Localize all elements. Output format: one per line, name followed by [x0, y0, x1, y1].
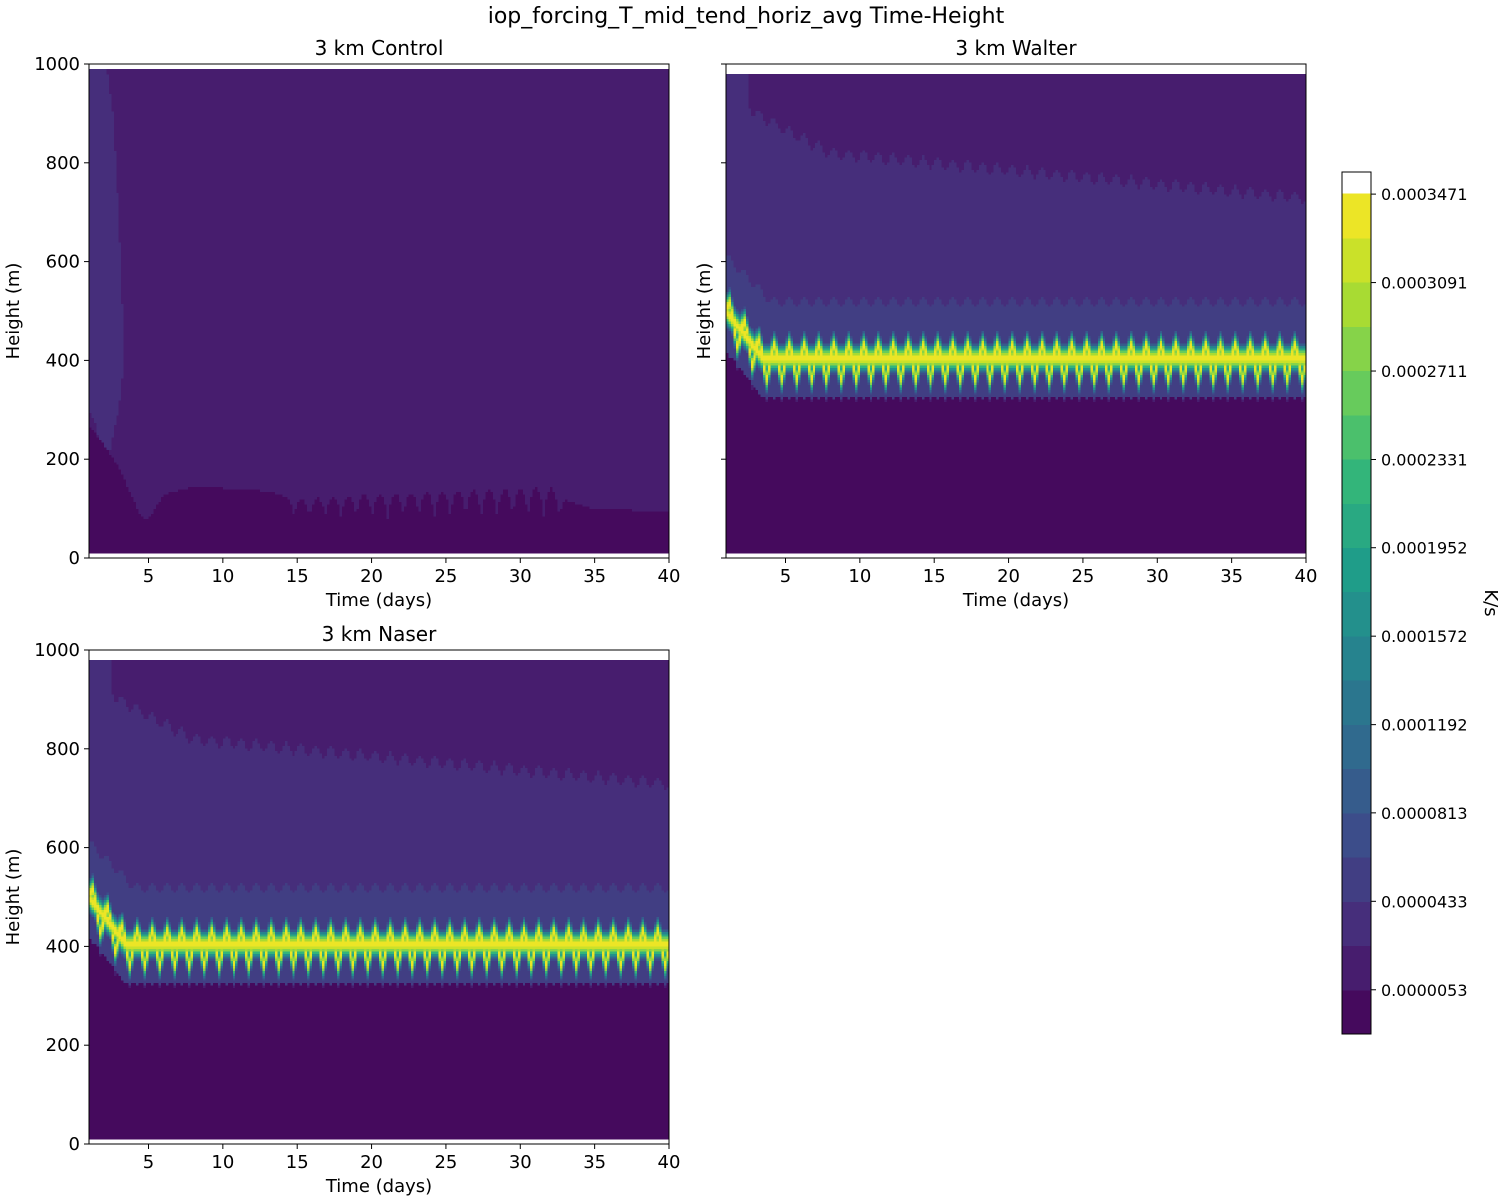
panel-title-walter: 3 km Walter — [955, 36, 1077, 60]
x-tick-label: 30 — [1146, 566, 1169, 587]
x-tick-label: 25 — [434, 566, 457, 587]
x-tick-label: 15 — [286, 566, 309, 587]
x-tick-label: 5 — [143, 566, 154, 587]
y-tick-label: 400 — [46, 350, 80, 371]
x-tick-label: 5 — [780, 566, 791, 587]
contour-cell — [89, 69, 107, 72]
x-tick-label: 20 — [997, 566, 1020, 587]
x-tick-label: 35 — [1220, 566, 1243, 587]
x-tick-label: 20 — [360, 566, 383, 587]
y-tick-label: 0 — [69, 548, 80, 569]
x-tick-label: 40 — [658, 566, 681, 587]
x-tick-label: 25 — [1071, 566, 1094, 587]
panel-title-control: 3 km Control — [315, 36, 444, 60]
x-tick-label: 15 — [923, 566, 946, 587]
contour-cell — [726, 74, 749, 77]
x-tick-label: 30 — [509, 566, 532, 587]
y-tick-label: 800 — [46, 153, 80, 174]
contour-cell — [748, 74, 1306, 77]
y-tick-label: 1000 — [34, 54, 80, 75]
contour-field-control — [89, 69, 670, 554]
x-tick-label: 10 — [848, 566, 871, 587]
y-tick-label: 600 — [46, 252, 80, 273]
contour-field-walter — [726, 74, 1307, 554]
x-tick-label: 10 — [211, 566, 234, 587]
y-axis-label-control: Height (m) — [3, 263, 24, 360]
x-tick-label: 35 — [583, 566, 606, 587]
x-axis-label-control: Time (days) — [325, 590, 432, 611]
contour-cell — [106, 69, 669, 72]
x-tick-label: 40 — [1295, 566, 1318, 587]
figure-title: iop_forcing_T_mid_tend_horiz_avg Time-He… — [488, 4, 1005, 29]
y-tick-label: 200 — [46, 449, 80, 470]
panel-control: 3 km Control 5 10 15 20 25 30 35 40 Time (days) 0 2… — [3, 36, 680, 611]
